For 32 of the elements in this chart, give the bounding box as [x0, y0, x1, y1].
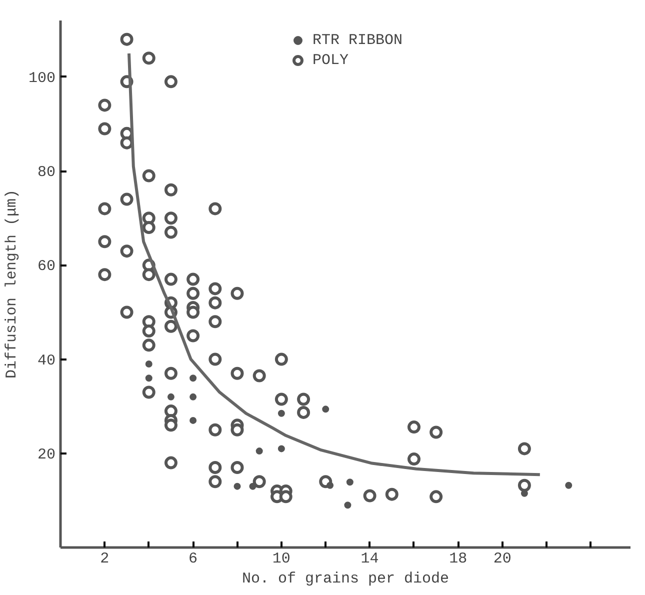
legend-label: RTR RIBBON — [312, 32, 403, 48]
x-tick-label: 6 — [188, 550, 198, 568]
point — [249, 482, 256, 490]
y-tick-label: 60 — [37, 258, 56, 276]
y-tick-label: 100 — [28, 70, 56, 87]
x-tick-label: 10 — [272, 550, 290, 568]
point — [190, 416, 197, 424]
point — [278, 445, 285, 452]
y-axis-title: Diffusion length (μm) — [3, 189, 20, 379]
y-tick-label: 80 — [37, 164, 56, 182]
y-tick-label: 20 — [37, 446, 56, 464]
point — [565, 482, 572, 489]
point — [234, 482, 241, 490]
point — [256, 448, 263, 455]
x-tick-label: 20 — [493, 550, 512, 568]
point — [145, 360, 152, 368]
point — [190, 374, 197, 382]
point — [278, 410, 285, 417]
x-tick-label: 14 — [360, 550, 379, 568]
point — [344, 502, 352, 509]
x-tick-label: 2 — [100, 550, 110, 568]
x-tick-label: 18 — [449, 550, 468, 568]
x-axis-title: No. of grains per diode — [242, 570, 450, 588]
point — [346, 478, 354, 486]
point — [326, 482, 334, 489]
line-series — [127, 52, 542, 476]
point — [145, 374, 152, 382]
point — [167, 393, 174, 400]
legend-label: POLY — [312, 52, 349, 68]
point — [190, 393, 197, 400]
point — [322, 406, 330, 413]
y-tick-label: 40 — [37, 352, 56, 370]
